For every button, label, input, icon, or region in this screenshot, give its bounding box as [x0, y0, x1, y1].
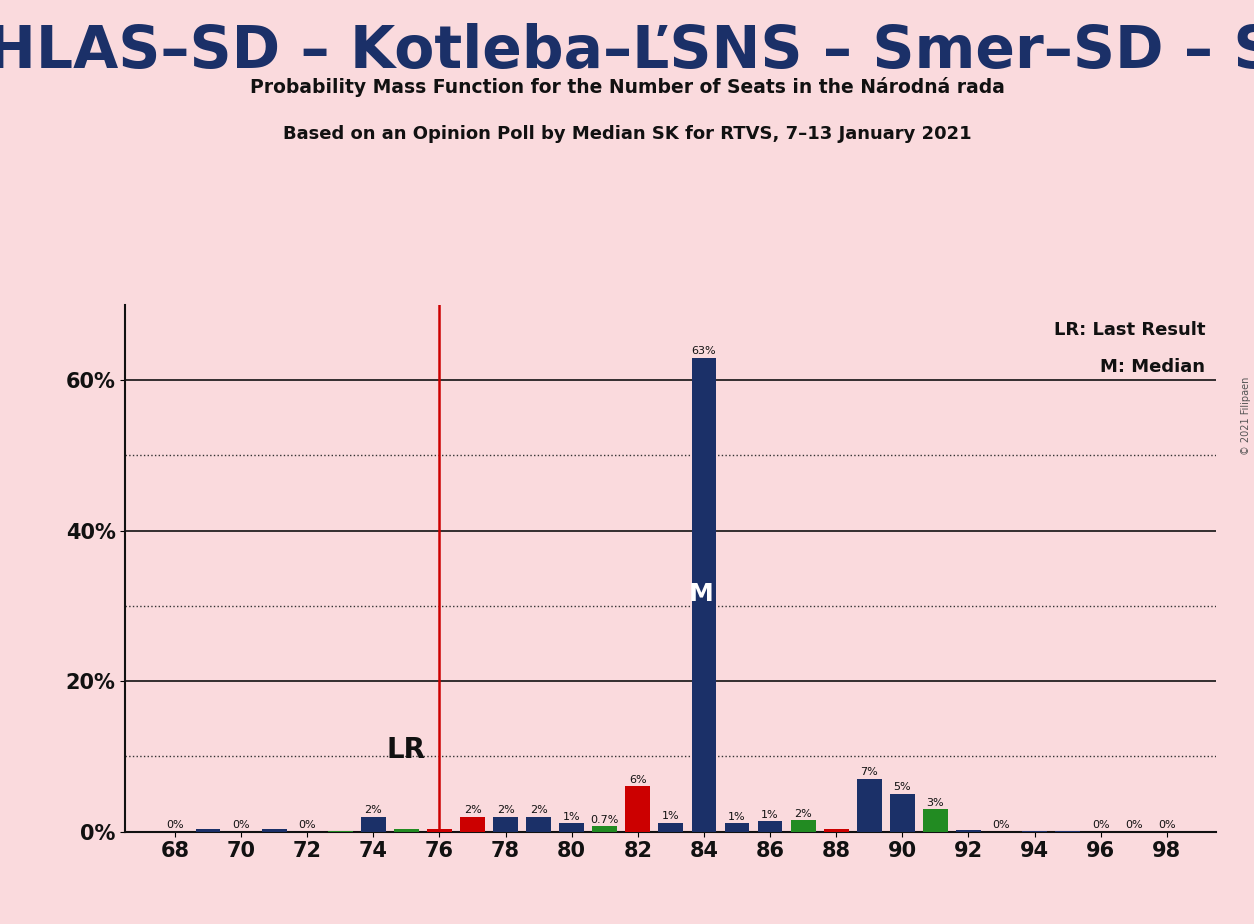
Bar [196, 830, 221, 832]
Text: Probability Mass Function for the Number of Seats in the Národná rada: Probability Mass Function for the Number… [250, 77, 1004, 97]
Text: © 2021 Filipaen: © 2021 Filipaen [1241, 377, 1251, 455]
Bar [493, 817, 518, 832]
Text: 2%: 2% [529, 805, 548, 815]
Text: 6%: 6% [630, 775, 647, 785]
Text: 0%: 0% [993, 821, 1011, 830]
Bar [956, 830, 981, 832]
Text: 2%: 2% [497, 805, 514, 815]
Bar [791, 821, 815, 832]
Bar [361, 817, 386, 832]
Text: LR: Last Result: LR: Last Result [1053, 321, 1205, 339]
Bar [890, 794, 914, 832]
Bar [923, 809, 948, 832]
Text: 0%: 0% [1157, 821, 1175, 830]
Text: 2%: 2% [365, 805, 382, 815]
Bar [527, 817, 551, 832]
Bar [824, 829, 849, 832]
Text: 63%: 63% [692, 346, 716, 356]
Bar [428, 829, 451, 832]
Bar [460, 817, 485, 832]
Text: 0%: 0% [167, 821, 184, 830]
Text: 0%: 0% [232, 821, 250, 830]
Text: 2%: 2% [464, 805, 482, 815]
Text: 1%: 1% [761, 809, 779, 820]
Bar [262, 830, 287, 832]
Text: 1%: 1% [563, 812, 581, 821]
Text: HLAS–SD – Kotleba–ĽSNS – Smer–SD – SME RODINA – S: HLAS–SD – Kotleba–ĽSNS – Smer–SD – SME R… [0, 23, 1254, 80]
Bar [691, 358, 716, 832]
Text: M: Median: M: Median [1101, 358, 1205, 375]
Text: 1%: 1% [662, 811, 680, 821]
Text: 3%: 3% [927, 797, 944, 808]
Text: M: M [688, 582, 714, 606]
Bar [757, 821, 782, 832]
Bar [394, 830, 419, 832]
Text: 0.7%: 0.7% [591, 815, 619, 825]
Bar [725, 823, 750, 832]
Text: Based on an Opinion Poll by Median SK for RTVS, 7–13 January 2021: Based on an Opinion Poll by Median SK fo… [282, 126, 972, 143]
Text: 0%: 0% [298, 821, 316, 830]
Bar [559, 823, 584, 832]
Bar [856, 779, 882, 832]
Text: 0%: 0% [1092, 821, 1110, 830]
Bar [592, 826, 617, 832]
Bar [626, 786, 651, 832]
Text: 5%: 5% [894, 783, 912, 793]
Text: 7%: 7% [860, 768, 878, 777]
Bar [658, 822, 683, 832]
Text: 0%: 0% [1125, 821, 1142, 830]
Text: LR: LR [387, 736, 426, 764]
Text: 2%: 2% [794, 808, 813, 819]
Text: 1%: 1% [729, 812, 746, 821]
